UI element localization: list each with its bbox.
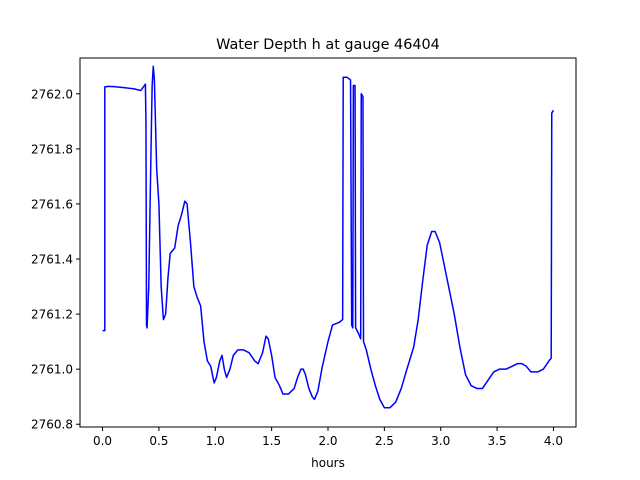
- y-tick-label: 2760.8: [31, 418, 73, 432]
- x-axis-ticks: 0.0 0.5 1.0 1.5 2.0 2.5 3.0 3.5 4.0: [93, 427, 563, 448]
- series-line-0: [102, 65, 555, 409]
- chart-title: Water Depth h at gauge 46404: [216, 37, 440, 53]
- x-tick-label: 2.5: [375, 434, 394, 448]
- x-tick-label: 0.5: [149, 434, 168, 448]
- x-tick-label: 1.5: [262, 434, 281, 448]
- x-tick-label: 3.0: [431, 434, 450, 448]
- y-tick-label: 2761.6: [31, 197, 73, 211]
- x-tick-label: 3.5: [488, 434, 507, 448]
- y-tick-label: 2761.4: [31, 253, 73, 267]
- x-axis-label: hours: [311, 456, 345, 470]
- y-tick-label: 2761.2: [31, 308, 73, 322]
- x-tick-label: 1.0: [206, 434, 225, 448]
- x-tick-label: 4.0: [544, 434, 563, 448]
- plot-frame: [79, 57, 577, 428]
- y-axis-ticks: 2760.8 2761.0 2761.2 2761.4 2761.6 2761.8 2762…: [31, 87, 80, 432]
- x-tick-label: 2.0: [318, 434, 337, 448]
- y-tick-label: 2762.0: [31, 87, 73, 101]
- x-tick-label: 0.0: [93, 434, 112, 448]
- y-tick-label: 2761.8: [31, 142, 73, 156]
- y-tick-label: 2761.0: [31, 363, 73, 377]
- plot-content: [102, 65, 555, 409]
